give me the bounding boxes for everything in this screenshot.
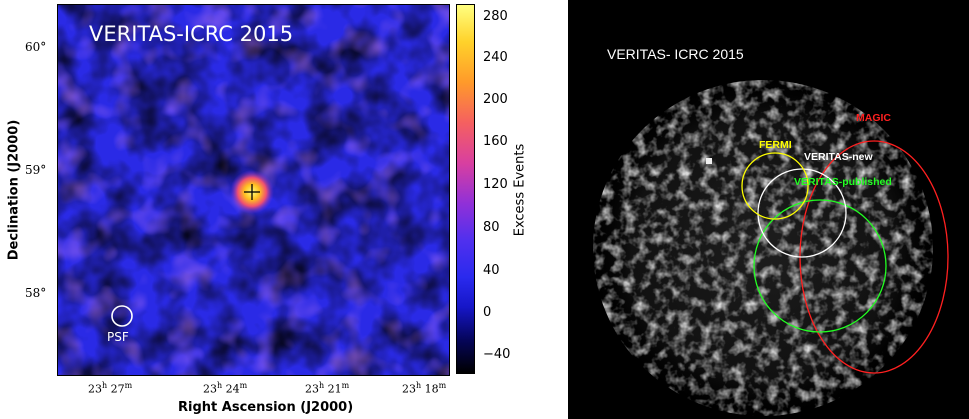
x-tick-hours: 23	[305, 382, 319, 396]
excess-sky-map: VERITAS-ICRC 2015 PSF	[57, 4, 450, 376]
colorbar	[456, 4, 475, 374]
bright-knot	[706, 158, 712, 164]
colorbar-tick: 40	[483, 263, 500, 278]
veritas-published-region	[753, 199, 887, 333]
y-tick-label: 59°	[25, 163, 47, 177]
colorbar-tick: 200	[483, 92, 508, 107]
x-tick-label: 23h 27m	[88, 381, 133, 396]
x-tick-hours: 23	[402, 382, 416, 396]
colorbar-tick: 280	[483, 9, 508, 24]
fermi-label: FERMI	[759, 139, 792, 151]
x-tick-label: 23h 18m	[402, 381, 447, 396]
remnant-image-panel: VERITAS- ICRC 2015 MAGIC FERMI VERITAS-n…	[568, 0, 969, 419]
colorbar-tick: 80	[483, 220, 500, 235]
veritas-published-label: VERITAS-published	[794, 176, 892, 188]
colorbar-tick: −40	[483, 347, 511, 362]
x-tick-minutes: 27	[110, 382, 125, 396]
colorbar-label: Excess Events	[512, 143, 528, 237]
x-tick-label: 23h 21m	[305, 381, 350, 396]
x-axis-title: Right Ascension (J2000)	[178, 400, 354, 415]
x-tick-minutes: 24	[225, 382, 240, 396]
y-axis-title: Declination (J2000)	[6, 119, 22, 261]
x-tick-hours: 23	[203, 382, 217, 396]
psf-label: PSF	[107, 330, 129, 344]
colorbar-tick: 160	[483, 134, 508, 149]
panel-title: VERITAS- ICRC 2015	[607, 46, 744, 62]
veritas-new-region	[757, 168, 847, 258]
x-tick-hours: 23	[88, 382, 102, 396]
x-tick-label: 23h 24m	[203, 381, 248, 396]
psf-circle	[111, 305, 133, 327]
map-title: VERITAS-ICRC 2015	[89, 22, 294, 46]
y-tick-label: 58°	[25, 286, 47, 300]
fermi-region	[741, 152, 809, 220]
y-tick-label: 60°	[25, 40, 47, 54]
x-tick-minutes: 18	[424, 382, 439, 396]
colorbar-tick: 0	[483, 305, 492, 320]
map-frame	[57, 4, 450, 376]
magic-label: MAGIC	[856, 112, 891, 124]
colorbar-tick: 240	[483, 50, 508, 65]
veritas-new-label: VERITAS-new	[804, 151, 873, 163]
x-tick-minutes: 21	[327, 382, 342, 396]
source-crosshair	[244, 184, 260, 200]
colorbar-tick: 120	[483, 177, 508, 192]
